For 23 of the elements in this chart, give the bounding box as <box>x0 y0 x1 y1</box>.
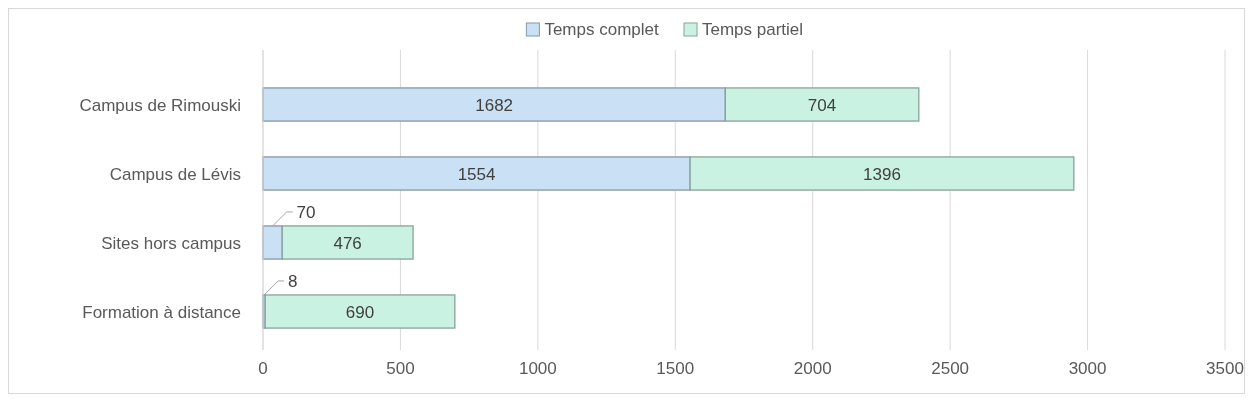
x-tick-label: 0 <box>258 359 268 378</box>
x-tick-label: 3500 <box>1206 359 1244 378</box>
x-tick-label: 1500 <box>656 359 695 378</box>
x-tick-label: 2500 <box>931 359 970 378</box>
data-label: 70 <box>296 202 316 222</box>
x-tick-label: 2000 <box>793 359 832 378</box>
data-label: 476 <box>333 233 362 253</box>
y-tick-label: Sites hors campus <box>101 233 241 253</box>
x-tick-label: 500 <box>386 359 415 378</box>
legend-label: Temps partiel <box>702 20 804 39</box>
y-tick-label: Formation à distance <box>82 302 241 322</box>
data-label: 8 <box>288 271 298 291</box>
y-tick-label: Campus de Lévis <box>109 164 241 184</box>
data-label: 704 <box>807 95 837 115</box>
x-tick-label: 3000 <box>1068 359 1107 378</box>
data-label: 690 <box>345 302 375 322</box>
legend-label: Temps complet <box>544 20 659 39</box>
x-tick-label: 1000 <box>518 359 557 378</box>
y-tick-label: Campus de Rimouski <box>79 95 241 115</box>
bar <box>264 294 456 329</box>
data-label: 1396 <box>863 164 901 184</box>
data-label: 1682 <box>475 95 514 115</box>
data-label: 1554 <box>457 164 496 184</box>
